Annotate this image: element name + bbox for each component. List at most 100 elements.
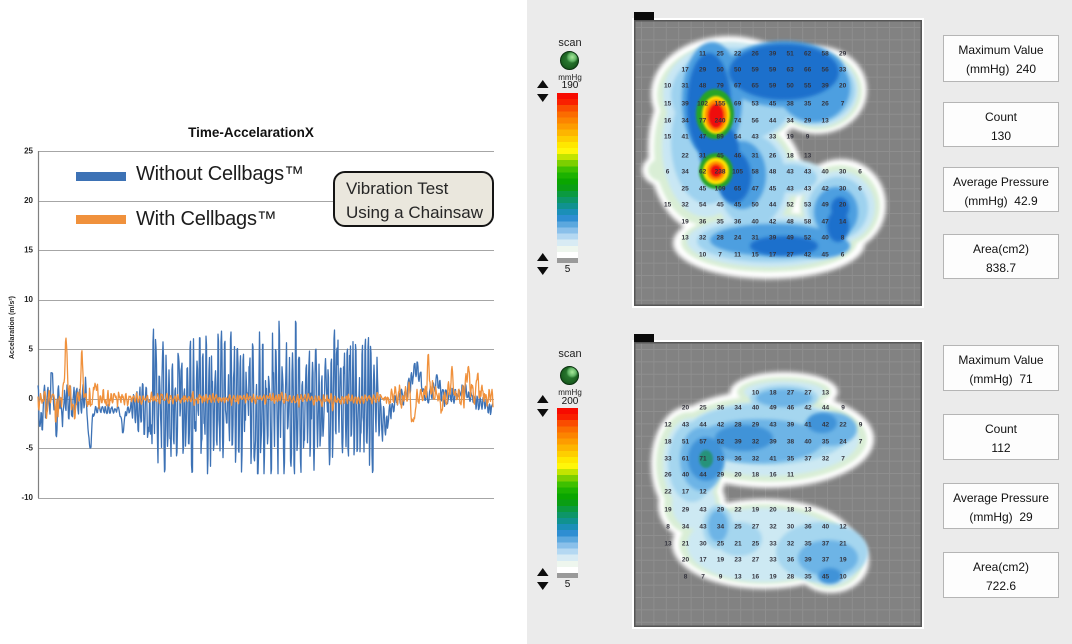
svg-text:41: 41: [681, 133, 689, 140]
svg-text:11: 11: [699, 50, 706, 57]
svg-text:19: 19: [839, 557, 847, 564]
svg-text:27: 27: [752, 557, 760, 564]
svg-text:35: 35: [804, 574, 812, 581]
svg-text:52: 52: [804, 234, 812, 241]
svg-text:45: 45: [769, 185, 777, 192]
svg-text:28: 28: [734, 422, 742, 429]
svg-text:19: 19: [681, 218, 689, 225]
svg-text:13: 13: [821, 117, 829, 124]
svg-text:6: 6: [666, 168, 670, 175]
svg-text:39: 39: [821, 82, 829, 89]
svg-text:6: 6: [858, 168, 862, 175]
svg-text:25: 25: [24, 147, 33, 156]
svg-text:238: 238: [715, 168, 726, 175]
svg-text:46: 46: [734, 152, 742, 159]
svg-text:55: 55: [804, 82, 812, 89]
svg-text:32: 32: [769, 524, 777, 531]
svg-text:18: 18: [769, 390, 777, 397]
svg-text:33: 33: [769, 557, 777, 564]
svg-text:38: 38: [787, 439, 795, 446]
svg-text:41: 41: [769, 456, 777, 463]
svg-text:21: 21: [682, 541, 690, 548]
svg-text:42: 42: [717, 422, 725, 429]
svg-text:34: 34: [786, 117, 794, 124]
svg-text:66: 66: [804, 66, 812, 73]
svg-text:31: 31: [751, 234, 759, 241]
svg-text:20: 20: [839, 201, 847, 208]
svg-text:29: 29: [717, 472, 725, 479]
svg-text:67: 67: [734, 82, 742, 89]
svg-text:9: 9: [859, 422, 863, 429]
svg-text:35: 35: [822, 439, 830, 446]
svg-text:17: 17: [681, 66, 689, 73]
svg-text:5: 5: [29, 345, 34, 354]
svg-text:26: 26: [751, 50, 759, 57]
svg-text:33: 33: [769, 541, 777, 548]
svg-text:58: 58: [821, 50, 829, 57]
svg-text:29: 29: [752, 422, 760, 429]
svg-text:49: 49: [786, 234, 794, 241]
svg-text:43: 43: [682, 422, 690, 429]
svg-text:20: 20: [24, 196, 33, 205]
svg-text:15: 15: [664, 201, 672, 208]
svg-text:11: 11: [734, 251, 741, 258]
svg-text:-10: -10: [21, 493, 33, 502]
svg-text:25: 25: [681, 185, 689, 192]
svg-text:43: 43: [699, 507, 707, 514]
svg-text:36: 36: [787, 557, 795, 564]
svg-text:39: 39: [769, 234, 777, 241]
svg-text:12: 12: [664, 422, 672, 429]
svg-text:47: 47: [751, 185, 759, 192]
svg-text:12: 12: [839, 524, 847, 531]
svg-text:45: 45: [699, 185, 707, 192]
svg-text:52: 52: [717, 439, 725, 446]
svg-text:35: 35: [804, 100, 812, 107]
svg-text:32: 32: [752, 439, 760, 446]
svg-text:44: 44: [822, 405, 830, 412]
svg-text:42: 42: [804, 405, 812, 412]
svg-text:19: 19: [717, 557, 725, 564]
svg-text:155: 155: [715, 100, 726, 107]
svg-text:105: 105: [732, 168, 743, 175]
svg-text:36: 36: [717, 405, 725, 412]
svg-text:44: 44: [699, 472, 707, 479]
svg-text:29: 29: [839, 50, 847, 57]
svg-text:53: 53: [717, 456, 725, 463]
svg-text:26: 26: [769, 152, 777, 159]
svg-text:59: 59: [769, 82, 777, 89]
svg-text:10: 10: [839, 574, 847, 581]
svg-text:18: 18: [664, 439, 672, 446]
svg-text:37: 37: [822, 557, 830, 564]
svg-text:50: 50: [786, 82, 794, 89]
svg-text:20: 20: [682, 405, 690, 412]
svg-text:49: 49: [821, 201, 829, 208]
svg-text:63: 63: [786, 66, 794, 73]
svg-text:47: 47: [699, 133, 707, 140]
svg-text:23: 23: [734, 557, 742, 564]
svg-text:18: 18: [787, 507, 795, 514]
svg-text:-5: -5: [26, 444, 34, 453]
svg-text:10: 10: [664, 82, 672, 89]
svg-text:9: 9: [719, 574, 723, 581]
svg-text:20: 20: [839, 82, 847, 89]
svg-text:44: 44: [769, 201, 777, 208]
svg-text:65: 65: [751, 82, 759, 89]
svg-text:39: 39: [681, 100, 689, 107]
svg-text:61: 61: [682, 456, 690, 463]
svg-text:13: 13: [664, 541, 672, 548]
svg-text:9: 9: [806, 133, 810, 140]
svg-text:45: 45: [822, 574, 830, 581]
svg-text:45: 45: [716, 152, 724, 159]
svg-text:16: 16: [664, 117, 672, 124]
svg-text:28: 28: [787, 574, 795, 581]
svg-text:45: 45: [821, 251, 829, 258]
svg-text:43: 43: [786, 168, 794, 175]
svg-text:48: 48: [769, 168, 777, 175]
svg-text:71: 71: [699, 456, 707, 463]
svg-text:51: 51: [682, 439, 690, 446]
svg-text:36: 36: [734, 218, 742, 225]
svg-text:50: 50: [751, 201, 759, 208]
svg-text:54: 54: [699, 201, 707, 208]
svg-text:36: 36: [699, 218, 707, 225]
svg-text:11: 11: [787, 472, 794, 479]
